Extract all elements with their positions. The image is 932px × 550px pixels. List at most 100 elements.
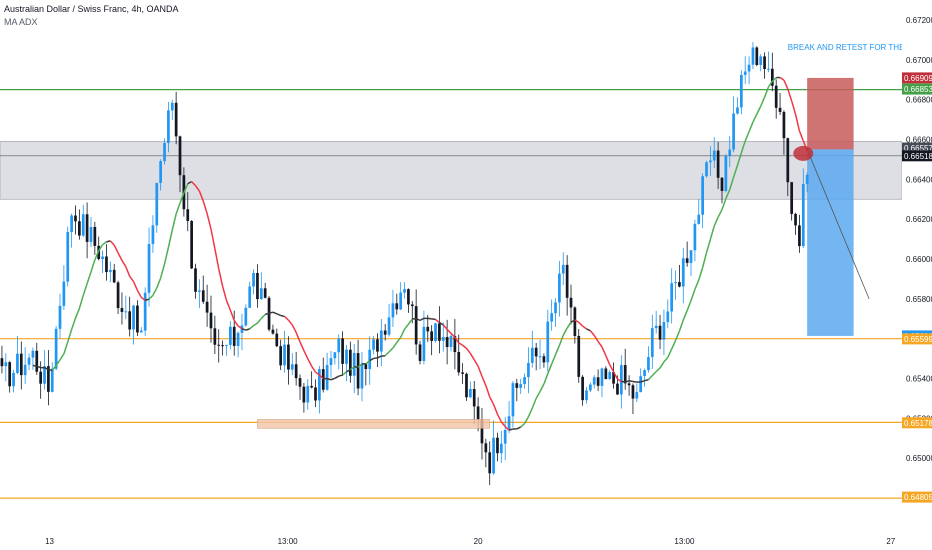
candle bbox=[198, 279, 201, 309]
ma-segment bbox=[369, 357, 374, 362]
ma-segment bbox=[392, 342, 398, 349]
candle-body bbox=[453, 336, 457, 353]
price-tag-bg bbox=[902, 83, 932, 95]
ma-segment bbox=[106, 240, 111, 243]
candle-body bbox=[422, 326, 426, 361]
ma-segment bbox=[338, 374, 343, 377]
candle bbox=[143, 287, 147, 336]
candle bbox=[589, 382, 592, 393]
candle bbox=[16, 336, 19, 375]
ma-segment bbox=[94, 250, 100, 261]
candle-body bbox=[612, 372, 615, 384]
candle-body bbox=[167, 110, 170, 144]
ma-segment bbox=[121, 259, 127, 268]
candle-body bbox=[538, 356, 542, 358]
candle-body bbox=[558, 273, 561, 303]
candle-body bbox=[62, 281, 66, 306]
candle-body bbox=[23, 364, 27, 376]
candle bbox=[558, 260, 561, 317]
candle-body bbox=[503, 429, 507, 444]
candle-body bbox=[681, 258, 685, 287]
candle-body bbox=[542, 356, 546, 363]
ma-segment bbox=[253, 322, 258, 327]
ma-segment bbox=[477, 365, 483, 377]
candle bbox=[232, 310, 236, 356]
candle bbox=[515, 378, 519, 402]
candle bbox=[488, 441, 492, 486]
candle bbox=[503, 417, 507, 461]
ma-segment bbox=[705, 239, 712, 254]
candle-body bbox=[763, 56, 766, 69]
price-tag-2: 0.66557 bbox=[902, 142, 932, 154]
candle-body bbox=[43, 366, 46, 384]
ma-segment bbox=[566, 321, 572, 329]
candle-body bbox=[523, 377, 526, 385]
candle-body bbox=[469, 389, 472, 398]
ma-segment bbox=[217, 268, 224, 287]
candle bbox=[596, 369, 600, 392]
price-tag-label: 0.66518 bbox=[904, 152, 932, 161]
candle bbox=[213, 315, 217, 355]
ma-segment bbox=[326, 377, 332, 381]
ma-segment bbox=[32, 364, 37, 367]
candle-body bbox=[66, 231, 70, 282]
candle-body bbox=[379, 330, 383, 352]
ma-segment bbox=[373, 357, 378, 360]
resistance-zone-layer bbox=[0, 141, 903, 200]
candle bbox=[310, 371, 313, 389]
candle-body bbox=[283, 344, 286, 366]
candle bbox=[321, 357, 325, 393]
candle bbox=[190, 220, 193, 270]
candle bbox=[174, 91, 178, 145]
candle bbox=[414, 289, 418, 355]
candle bbox=[139, 327, 143, 333]
candle-body bbox=[724, 155, 728, 191]
candle-body bbox=[685, 258, 689, 263]
ma-segment bbox=[221, 285, 228, 301]
ma-segment bbox=[473, 359, 479, 367]
candle bbox=[383, 323, 387, 341]
moving-average-layer bbox=[32, 76, 808, 431]
candle-body bbox=[70, 215, 73, 232]
retest-circle[interactable] bbox=[793, 145, 814, 161]
candle bbox=[128, 296, 132, 337]
ma-segment bbox=[628, 380, 634, 383]
ma-segment bbox=[539, 383, 545, 392]
ma-segment bbox=[198, 190, 204, 202]
candle bbox=[27, 353, 31, 371]
ma-segment bbox=[260, 313, 266, 319]
ma-segment bbox=[276, 313, 281, 317]
ma-segment bbox=[659, 361, 665, 369]
candle bbox=[399, 282, 403, 311]
ma-segment bbox=[492, 404, 499, 415]
ma-segment bbox=[415, 317, 421, 322]
candle-body bbox=[279, 346, 283, 366]
price-tag-0: 0.66909 bbox=[902, 72, 932, 84]
candle-body bbox=[596, 377, 600, 386]
candle-body bbox=[259, 288, 263, 300]
candle-body bbox=[705, 162, 708, 177]
ma-segment bbox=[516, 426, 522, 430]
ma-segment bbox=[554, 345, 561, 355]
candle bbox=[78, 209, 81, 240]
candle bbox=[751, 42, 755, 70]
candle bbox=[275, 328, 279, 348]
candle-body bbox=[298, 378, 302, 387]
candle-body bbox=[360, 363, 364, 389]
candle bbox=[356, 339, 360, 396]
ma-segment bbox=[593, 334, 599, 342]
candle bbox=[496, 432, 499, 462]
candle bbox=[705, 160, 708, 178]
candle bbox=[105, 244, 108, 281]
candle bbox=[469, 381, 472, 399]
ma-segment bbox=[144, 298, 150, 301]
candle-body bbox=[345, 349, 348, 364]
candle-body bbox=[101, 256, 104, 260]
candle-body bbox=[163, 143, 166, 162]
candle bbox=[35, 342, 39, 375]
candle-body bbox=[767, 68, 770, 70]
candle bbox=[345, 344, 348, 382]
ma-segment bbox=[109, 240, 115, 246]
